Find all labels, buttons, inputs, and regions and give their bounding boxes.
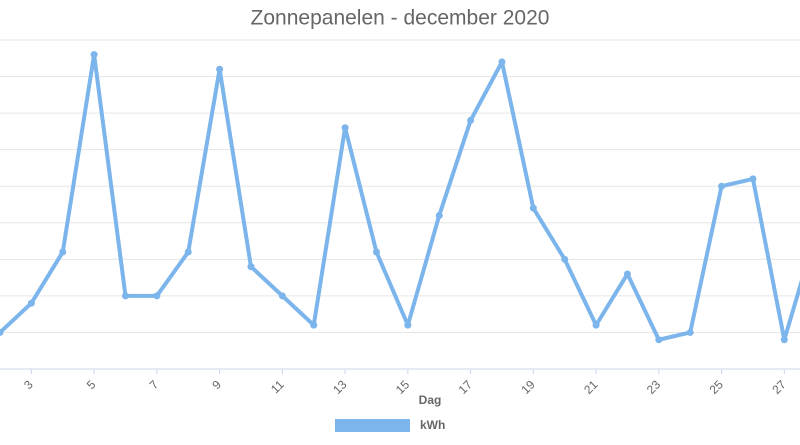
data-point (247, 263, 255, 271)
x-tick-label: 27 (769, 377, 789, 397)
x-tick-label: 13 (330, 377, 350, 397)
data-point (278, 292, 286, 300)
data-point (121, 292, 129, 300)
x-tick-label: 21 (581, 377, 601, 397)
data-point (592, 321, 600, 329)
data-point (184, 248, 192, 256)
data-point (467, 116, 475, 124)
data-point (0, 328, 4, 336)
data-point (90, 51, 98, 59)
x-tick-label: 23 (644, 377, 664, 397)
x-tick-label: 19 (518, 377, 538, 397)
chart-title: Zonnepanelen - december 2020 (251, 7, 550, 30)
data-point (27, 299, 35, 307)
data-point (780, 336, 788, 344)
data-point (561, 255, 569, 263)
x-tick-label: 9 (209, 377, 224, 392)
x-tick-label: 15 (393, 377, 413, 397)
x-tick-label: 3 (21, 377, 36, 392)
data-point (59, 248, 67, 256)
data-point (216, 65, 224, 73)
x-tick-label: 5 (84, 377, 99, 392)
legend-swatch (335, 419, 410, 432)
x-tick-label: 25 (707, 377, 727, 397)
x-tick-label: 17 (456, 377, 476, 397)
data-point (435, 211, 443, 219)
data-point (341, 124, 349, 132)
data-point (623, 270, 631, 278)
data-point (529, 204, 537, 212)
x-axis-label: Dag (419, 393, 442, 407)
data-point (310, 321, 318, 329)
legend-label: kWh (420, 418, 445, 432)
data-point (718, 182, 726, 190)
x-tick-label: 7 (147, 377, 162, 392)
data-point (749, 175, 757, 183)
data-point (404, 321, 412, 329)
data-point (655, 336, 663, 344)
data-point (372, 248, 380, 256)
plot-area (0, 51, 800, 344)
x-tick-label: 11 (268, 377, 287, 396)
data-point (686, 328, 694, 336)
data-point (153, 292, 161, 300)
data-point (498, 58, 506, 66)
series-line (0, 52, 800, 342)
